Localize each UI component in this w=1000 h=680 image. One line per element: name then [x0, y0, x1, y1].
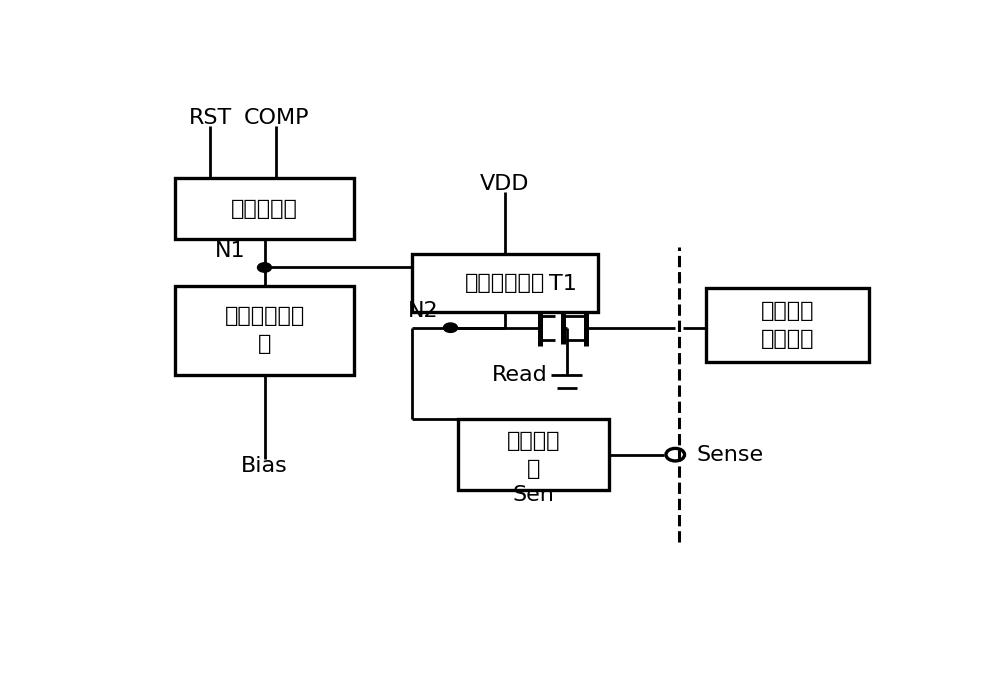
Text: Read: Read [492, 364, 547, 385]
Text: 外部读取
集成电路: 外部读取 集成电路 [761, 301, 814, 349]
Text: Sense: Sense [697, 445, 764, 464]
Bar [706, 288, 869, 362]
Text: N2: N2 [408, 301, 439, 322]
Text: 复位子电路: 复位子电路 [231, 199, 298, 218]
Bar [175, 178, 354, 239]
Bar [412, 254, 598, 312]
Circle shape [258, 262, 271, 272]
Text: 感测子电
路: 感测子电 路 [507, 430, 561, 479]
Text: Sen: Sen [513, 486, 555, 505]
Text: 源跟随子电路: 源跟随子电路 [465, 273, 545, 293]
Text: T1: T1 [549, 273, 577, 294]
Text: COMP: COMP [243, 108, 309, 129]
Text: Bias: Bias [241, 456, 288, 477]
Bar [175, 286, 354, 375]
Text: 光电转换子电
路: 光电转换子电 路 [224, 306, 305, 354]
Circle shape [444, 323, 457, 333]
Text: VDD: VDD [480, 173, 530, 194]
Bar [458, 420, 609, 490]
Text: N1: N1 [214, 241, 245, 261]
Text: RST: RST [189, 108, 232, 129]
